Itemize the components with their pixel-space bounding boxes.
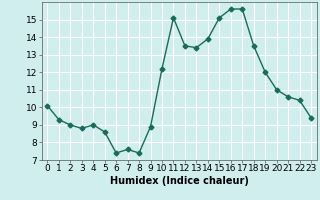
X-axis label: Humidex (Indice chaleur): Humidex (Indice chaleur) — [110, 176, 249, 186]
